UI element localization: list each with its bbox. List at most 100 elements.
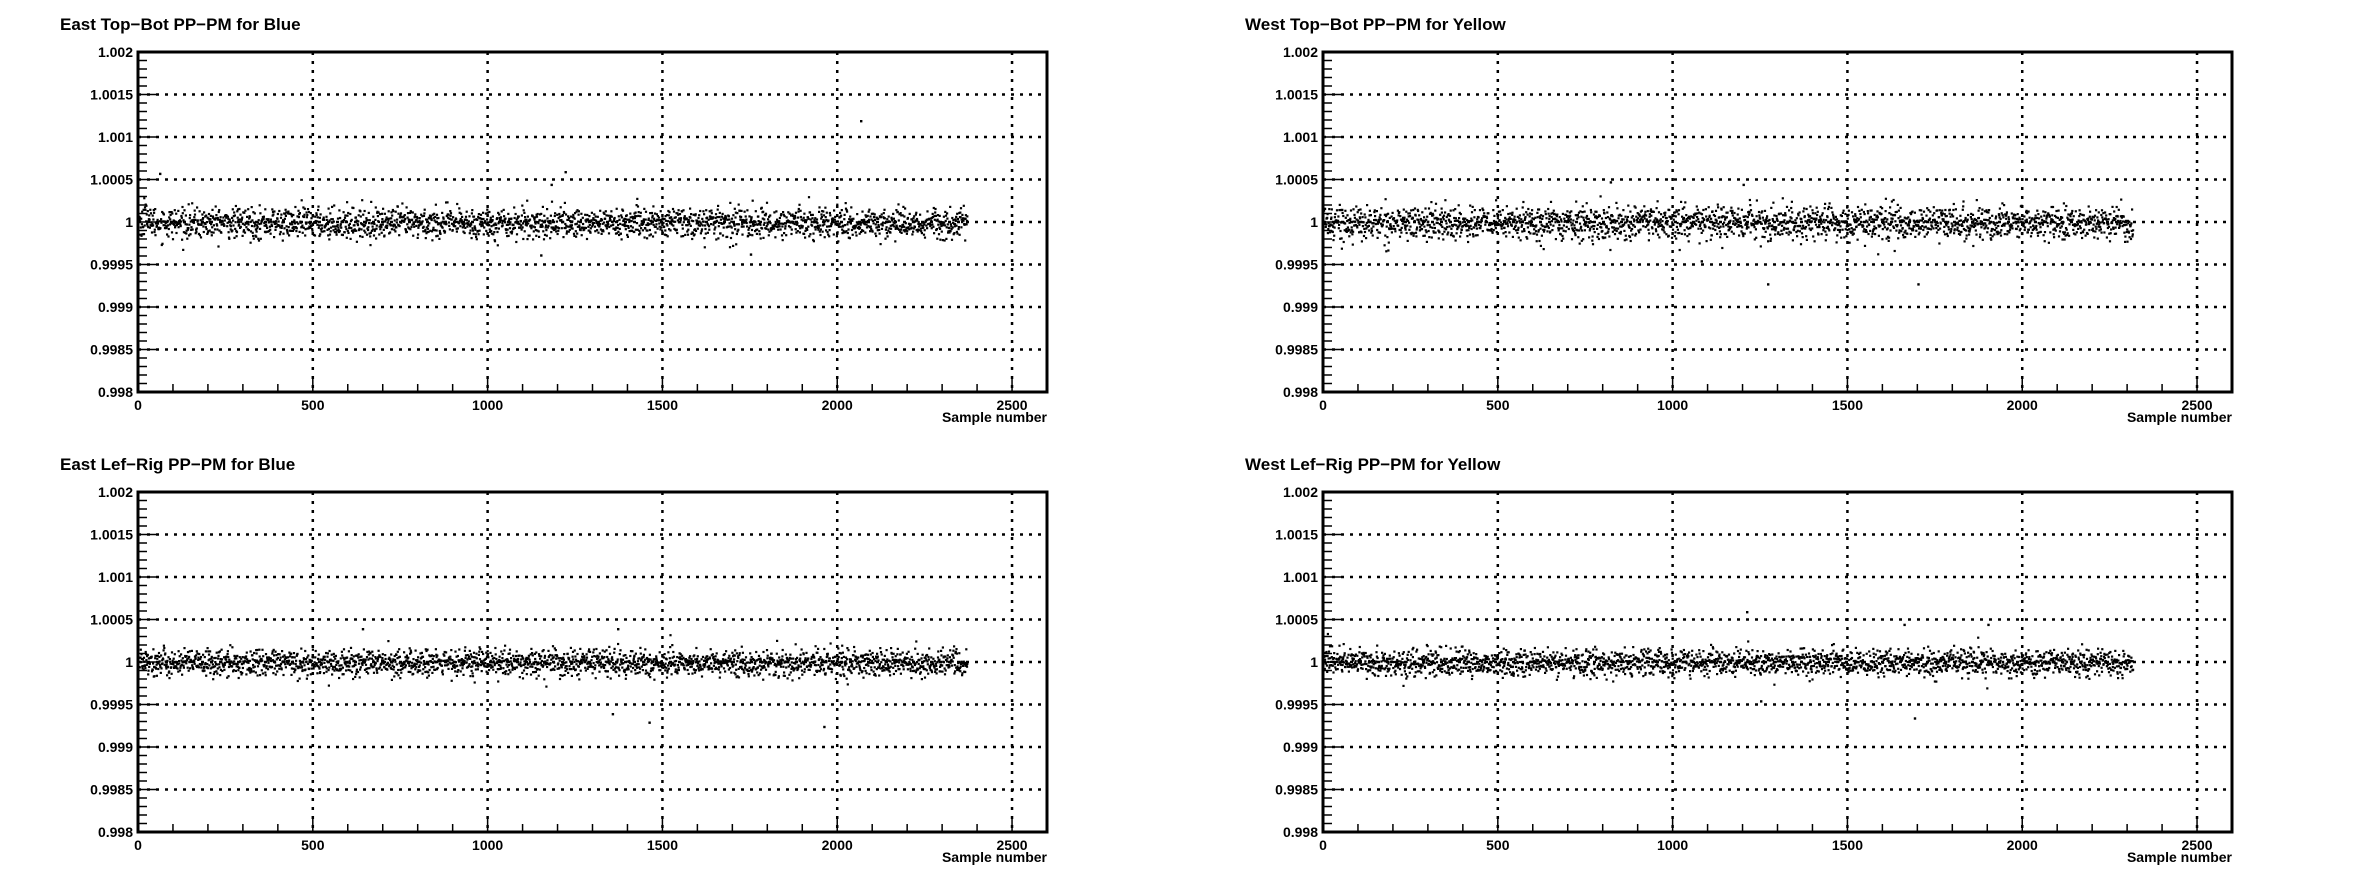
data-point: [1475, 227, 1478, 230]
data-point: [1982, 224, 1985, 227]
data-point: [724, 218, 727, 221]
data-point: [393, 224, 397, 227]
data-point: [1753, 238, 1756, 241]
data-point: [358, 227, 361, 230]
data-point: [1897, 237, 1900, 240]
data-point: [631, 229, 634, 232]
data-point: [1787, 221, 1790, 224]
data-point: [923, 223, 926, 226]
data-point: [819, 233, 822, 237]
data-point: [919, 227, 922, 230]
data-point: [416, 217, 419, 220]
data-point: [195, 227, 198, 230]
data-point: [1415, 235, 1418, 238]
data-point: [289, 223, 292, 226]
data-point: [1496, 212, 1499, 216]
data-point: [665, 234, 668, 237]
data-point: [442, 217, 445, 220]
data-point: [778, 225, 781, 228]
data-point: [1904, 222, 1907, 225]
data-point: [1644, 210, 1647, 213]
data-point: [922, 233, 926, 236]
data-point: [768, 215, 771, 218]
data-point: [1661, 228, 1664, 231]
data-point: [854, 231, 857, 234]
data-point: [411, 218, 414, 221]
data-point: [749, 224, 752, 228]
data-point: [151, 214, 154, 217]
data-point: [1679, 224, 1682, 227]
data-point: [692, 220, 695, 223]
data-point: [2037, 213, 2040, 216]
data-point: [1671, 228, 1675, 231]
data-point: [1857, 218, 1861, 221]
data-point: [1940, 214, 1943, 217]
data-point: [857, 223, 860, 226]
data-point: [1394, 230, 1397, 233]
data-point: [304, 234, 307, 237]
data-point: [381, 223, 384, 226]
data-point: [873, 213, 876, 216]
data-point: [1617, 217, 1620, 220]
data-point: [1338, 223, 1341, 226]
data-point: [205, 221, 208, 224]
data-point: [479, 220, 482, 223]
data-point: [170, 222, 173, 225]
data-point: [1423, 234, 1426, 237]
data-point: [942, 223, 945, 226]
data-point: [1700, 221, 1703, 224]
data-point: [1458, 211, 1461, 214]
data-point: [270, 220, 273, 223]
data-point: [729, 236, 733, 240]
data-point: [1410, 209, 1413, 212]
data-point: [440, 221, 443, 224]
data-point: [2051, 219, 2054, 222]
data-point: [2082, 214, 2085, 217]
data-point: [1746, 223, 1749, 226]
data-point: [604, 210, 607, 213]
data-point: [615, 226, 618, 229]
data-point: [551, 219, 555, 222]
data-point: [689, 207, 692, 210]
data-point: [1818, 224, 1821, 227]
data-point: [922, 226, 925, 229]
data-point: [895, 224, 898, 227]
data-point: [1849, 223, 1852, 226]
data-point: [620, 216, 623, 219]
data-point: [957, 228, 960, 231]
data-point: [397, 212, 400, 215]
data-point: [668, 228, 671, 231]
data-point: [474, 227, 477, 230]
data-point: [343, 216, 347, 219]
data-point: [1445, 222, 1448, 225]
data-point: [2113, 210, 2116, 213]
data-point: [1693, 221, 1696, 224]
data-point: [1406, 239, 1409, 242]
data-point: [274, 228, 277, 231]
data-point: [1480, 219, 1483, 222]
data-point: [1336, 221, 1339, 224]
data-point: [549, 237, 552, 240]
data-point: [817, 224, 820, 227]
data-point: [1979, 233, 1982, 236]
data-point: [1564, 230, 1567, 233]
data-point: [385, 216, 388, 219]
data-point: [1784, 214, 1787, 217]
data-point: [226, 225, 229, 228]
data-point: [1976, 223, 1979, 226]
data-point: [912, 217, 915, 220]
data-point: [1866, 221, 1869, 224]
data-point: [1396, 219, 1399, 222]
data-point: [1638, 231, 1641, 234]
data-point: [790, 214, 793, 217]
data-point: [613, 216, 616, 220]
data-point: [1420, 224, 1423, 227]
data-point: [449, 214, 452, 217]
data-point: [554, 228, 557, 231]
data-point: [1675, 225, 1678, 228]
data-point: [1330, 216, 1333, 219]
data-point: [829, 224, 833, 227]
data-point: [202, 230, 205, 234]
data-point: [1399, 215, 1402, 218]
data-point: [250, 220, 253, 223]
